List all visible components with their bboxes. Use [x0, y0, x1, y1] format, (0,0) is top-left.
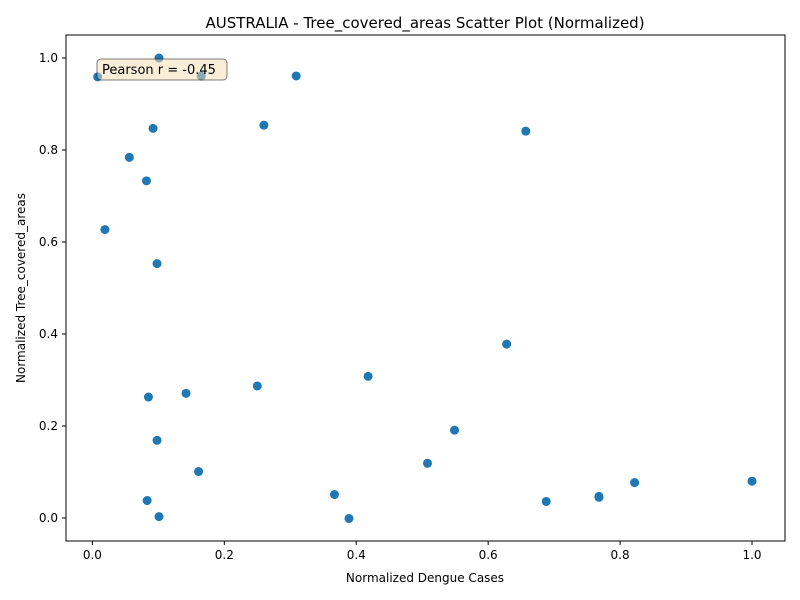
x-axis-label: Normalized Dengue Cases: [346, 571, 504, 585]
data-point: [194, 467, 204, 477]
data-point: [124, 152, 134, 162]
y-tick-label: 0.0: [39, 511, 58, 525]
data-point: [152, 259, 162, 269]
annotation-box: [96, 58, 228, 81]
data-point: [450, 425, 460, 435]
x-tick-label: 0.8: [611, 548, 630, 562]
data-point: [259, 120, 269, 130]
x-tick-label: 0.4: [347, 548, 366, 562]
data-points: [93, 53, 757, 523]
data-point: [143, 392, 153, 402]
chart-title: AUSTRALIA - Tree_covered_areas Scatter P…: [205, 14, 644, 33]
y-axis-ticks: 0.0 0.2 0.4 0.6 0.8 1.0: [39, 51, 66, 525]
data-point: [747, 476, 757, 486]
data-point: [154, 512, 164, 522]
plot-area: [66, 35, 785, 541]
x-axis-ticks: 0.0 0.2 0.4 0.6 0.8 1.0: [83, 541, 762, 562]
data-point: [291, 71, 301, 81]
data-point: [422, 458, 432, 468]
data-point: [630, 478, 640, 488]
y-tick-label: 0.6: [39, 235, 58, 249]
data-point: [152, 435, 162, 445]
data-point: [521, 126, 531, 136]
y-tick-label: 1.0: [39, 51, 58, 65]
data-point: [181, 388, 191, 398]
data-point: [100, 225, 110, 235]
data-point: [141, 176, 151, 186]
data-point: [148, 123, 158, 133]
y-axis-label: Normalized Tree_covered_areas: [14, 193, 28, 383]
y-tick-label: 0.2: [39, 419, 58, 433]
data-point: [594, 492, 604, 502]
annotation-text: Pearson r = -0.45: [102, 63, 216, 78]
data-point: [363, 371, 373, 381]
pearson-annotation: Pearson r = -0.45: [96, 58, 228, 81]
data-point: [541, 496, 551, 506]
data-point: [329, 490, 339, 500]
x-tick-label: 0.0: [83, 548, 102, 562]
x-tick-label: 0.6: [479, 548, 498, 562]
data-point: [252, 381, 262, 391]
data-point: [502, 339, 512, 349]
data-point: [344, 513, 354, 523]
plot-frame: [65, 34, 786, 542]
y-tick-label: 0.8: [39, 143, 58, 157]
x-tick-label: 0.2: [215, 548, 234, 562]
y-tick-label: 0.4: [39, 327, 58, 341]
data-point: [142, 496, 152, 506]
x-tick-label: 1.0: [742, 548, 761, 562]
